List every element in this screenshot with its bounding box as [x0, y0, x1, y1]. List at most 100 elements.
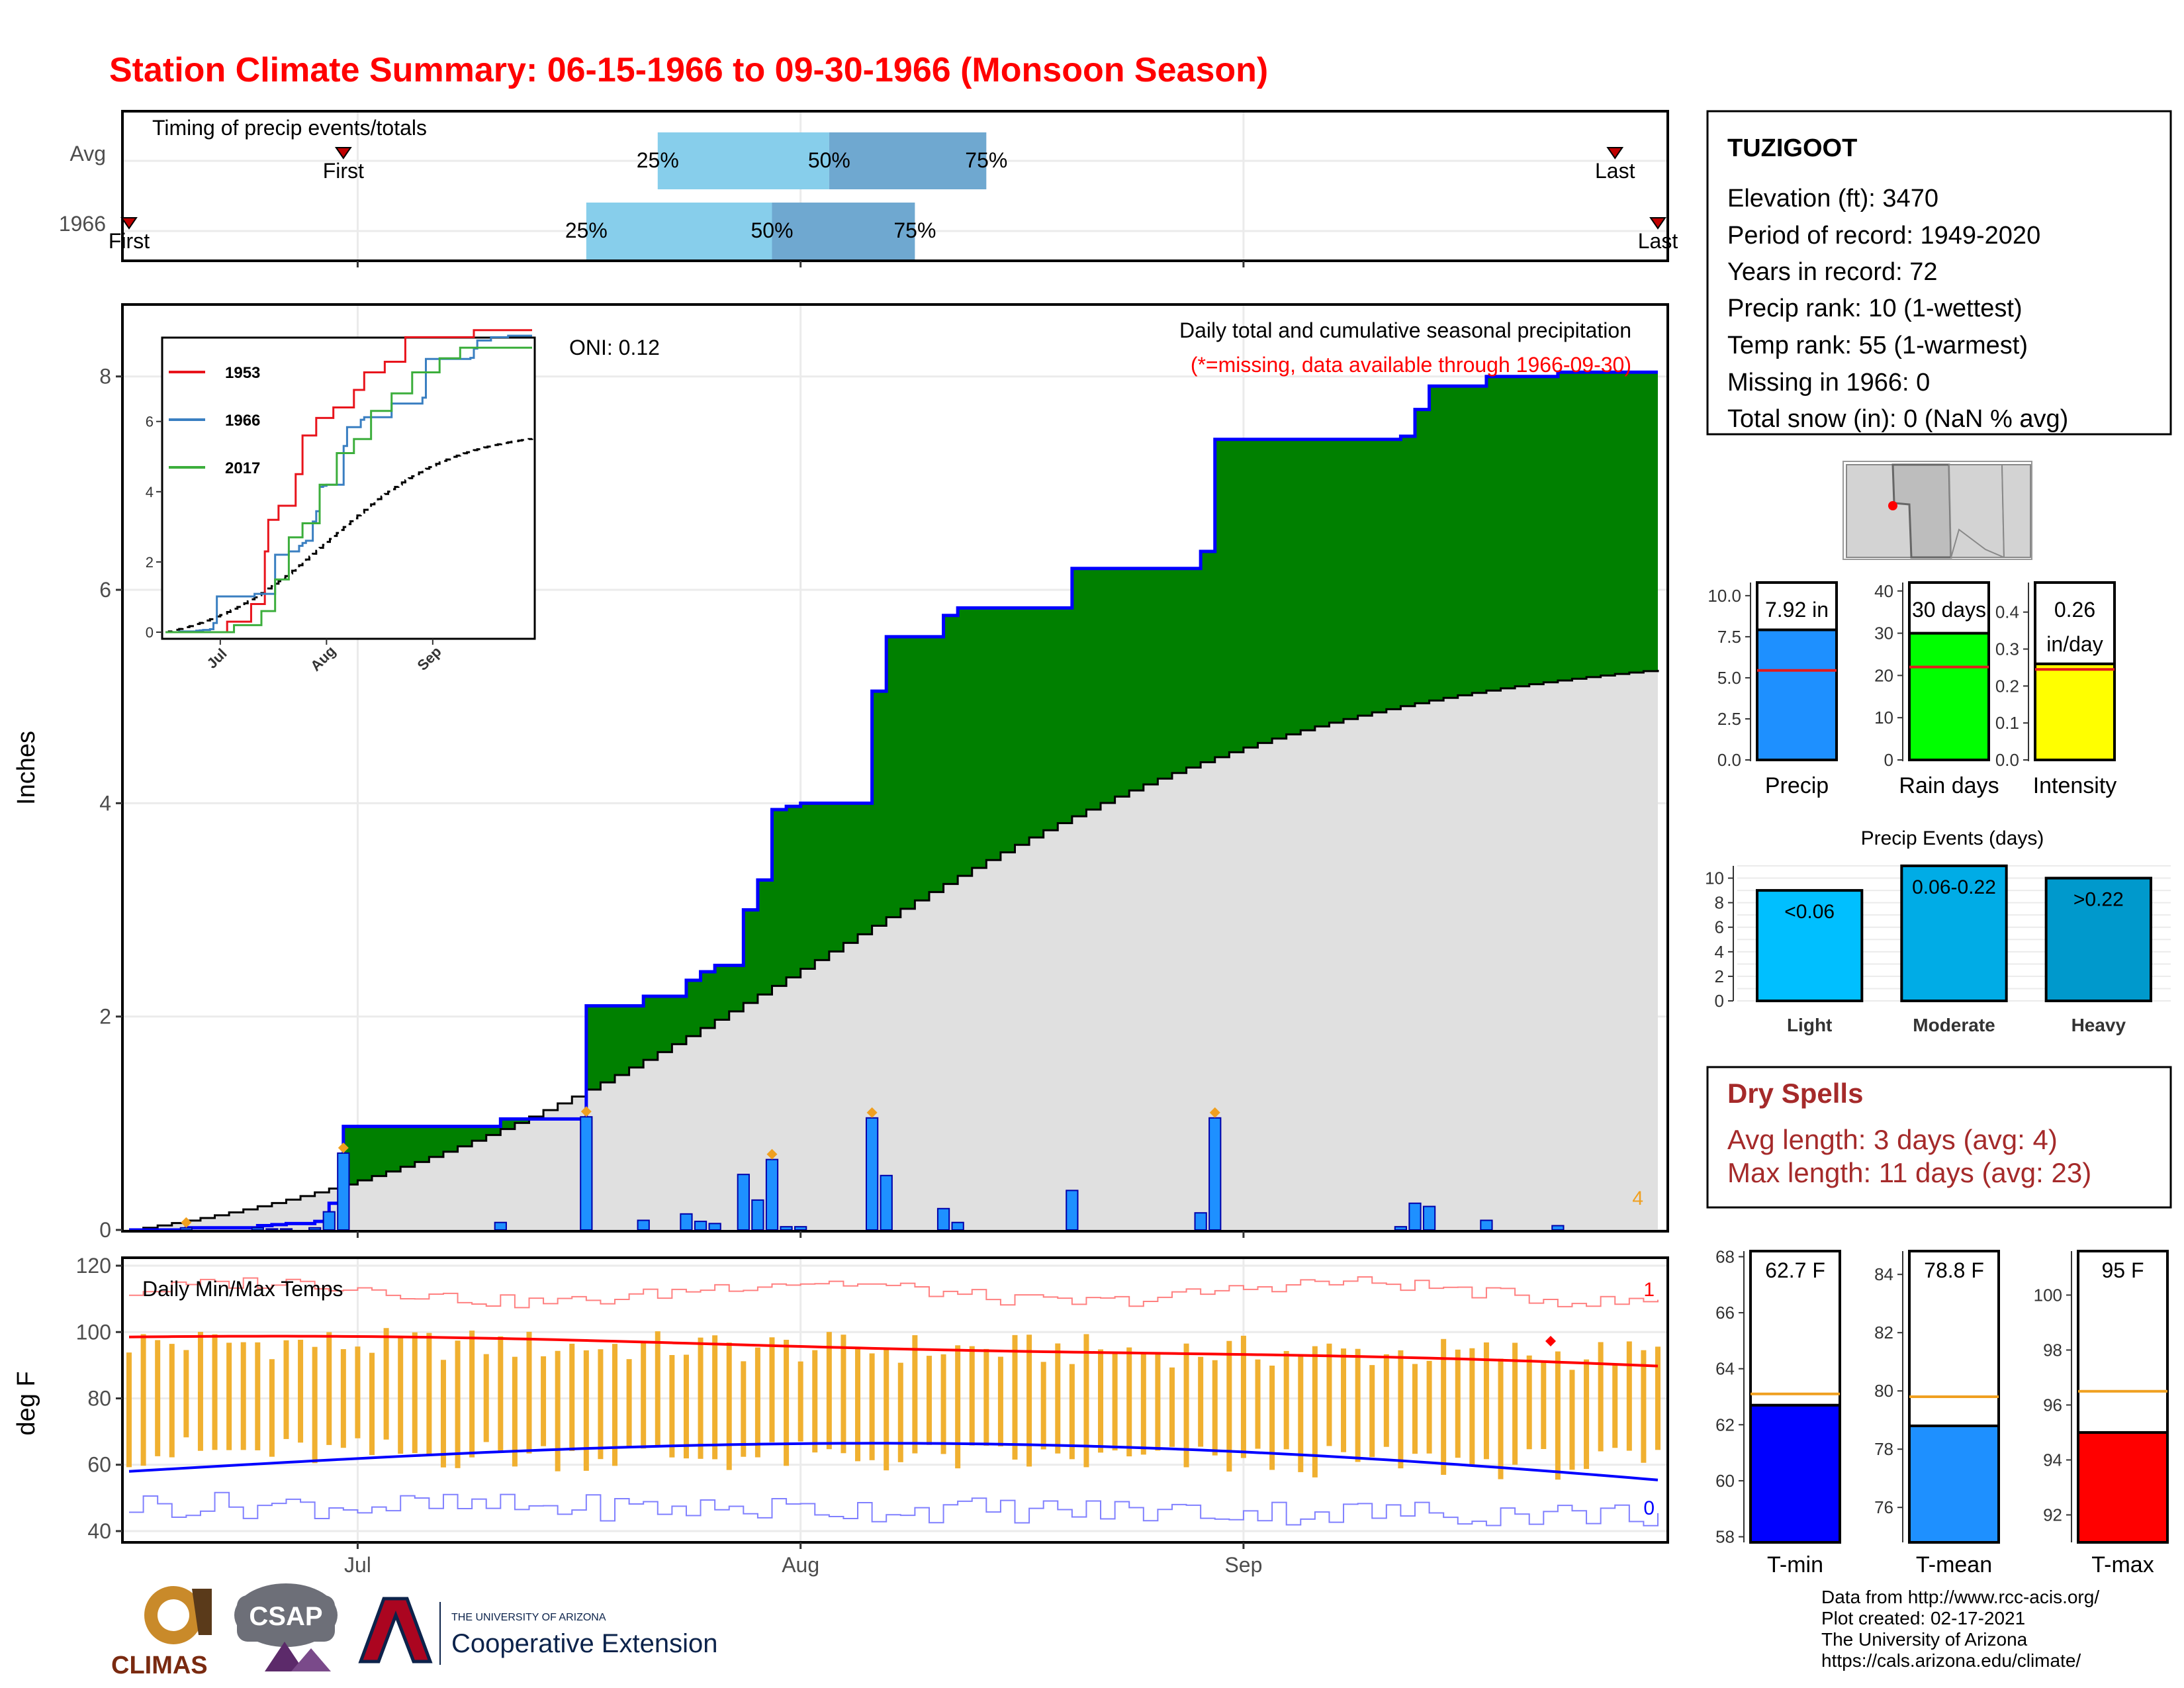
temp-panel-label: Daily Min/Max Temps	[142, 1277, 343, 1301]
daily-temp-bar	[526, 1331, 532, 1454]
daily-temp-bar	[1555, 1351, 1561, 1480]
daily-temp-bar	[483, 1354, 489, 1442]
station-location-marker	[1888, 501, 1897, 510]
daily-temp-bar	[1612, 1365, 1618, 1448]
daily-record-marker	[181, 1217, 192, 1228]
daily-temp-bar	[1455, 1349, 1461, 1458]
daily-temp-bar	[826, 1332, 832, 1450]
daily-precip-bar	[322, 1211, 336, 1231]
seasonal-temp-bars: 58 60 62 64 66 68 62.7 F T-min 76 78 80 82 84 78.8 F T…	[1715, 1246, 2169, 1577]
daily-temp-bar	[226, 1342, 232, 1450]
temp-ytick-label: 100	[76, 1320, 111, 1344]
daily-temp-bar	[283, 1340, 289, 1439]
station-name: TUZIGOOT	[1727, 134, 1857, 162]
temp-count-top: 1	[1643, 1279, 1655, 1301]
daily-precip-bar	[936, 1207, 950, 1231]
daily-temp-bar	[1026, 1335, 1032, 1467]
temp-bar-ytick-label: 100	[2034, 1285, 2062, 1305]
daily-temp-bar	[197, 1332, 203, 1451]
precip-event-label: 0.06-0.22	[1912, 876, 1996, 898]
precip-ytick-label: 0	[99, 1218, 111, 1242]
daily-temp-bar	[1569, 1370, 1575, 1470]
temp-ytick-label: 120	[76, 1254, 111, 1278]
daily-precip-bar	[1208, 1117, 1222, 1231]
daily-temp-bar	[455, 1340, 461, 1468]
daily-temp-bar	[155, 1340, 161, 1456]
daily-temp-bar	[1483, 1342, 1489, 1460]
daily-temp-bar	[1012, 1335, 1018, 1460]
daily-precip-bar	[265, 1228, 279, 1231]
timing-p50-label: 50%	[751, 218, 793, 242]
daily-temp-bar	[1126, 1347, 1132, 1457]
university-of-arizona-logo: THE UNIVERSITY OF ARIZONA Cooperative Ex…	[358, 1597, 717, 1665]
inset-legend-label: 1953	[225, 364, 260, 382]
daily-temp-bar	[1626, 1341, 1632, 1451]
daily-temp-bar	[469, 1331, 475, 1458]
temp-bar-ytick-label: 82	[1874, 1323, 1893, 1342]
daily-temp-bar	[869, 1353, 875, 1460]
daily-temp-bar	[1226, 1340, 1232, 1472]
daily-temp-bar	[1469, 1348, 1475, 1466]
daily-temp-bar	[383, 1328, 389, 1440]
ua-small-text: THE UNIVERSITY OF ARIZONA	[451, 1612, 606, 1623]
footer-line: Data from http://www.rcc-acis.org/	[1821, 1587, 2099, 1607]
daily-temp-bar	[212, 1334, 218, 1450]
daily-temp-bar	[698, 1337, 704, 1459]
temp-bar-ytick-label: 64	[1715, 1359, 1735, 1379]
daily-temp-bar	[126, 1352, 132, 1468]
temp-bar-ytick-label: 68	[1715, 1246, 1735, 1266]
mini-bar-ytick-label: 0.2	[1995, 676, 2019, 696]
daily-temp-bar	[1398, 1350, 1404, 1469]
timing-label: Timing of precip events/totals	[152, 116, 427, 140]
daily-temp-bar	[512, 1356, 518, 1467]
temp-ytick-label: 60	[87, 1453, 111, 1477]
daily-temp-bar	[398, 1337, 404, 1454]
daily-temp-bar	[1412, 1364, 1418, 1454]
station-line: Period of record: 1949-2020	[1727, 222, 2040, 250]
daily-temp-bar	[955, 1345, 961, 1469]
temp-bar-ytick-label: 94	[2043, 1450, 2062, 1470]
daily-temp-bar	[855, 1348, 861, 1462]
daily-temp-bar	[897, 1362, 903, 1462]
temp-bar-frame	[2077, 1250, 2169, 1434]
mini-bar-value-label: in/day	[2046, 632, 2103, 656]
record-min-line	[129, 1491, 1659, 1526]
daily-precip-bar	[694, 1221, 707, 1231]
daily-temp-bar	[1269, 1365, 1275, 1470]
timing-first-marker	[334, 147, 352, 160]
daily-temp-bar	[1112, 1354, 1118, 1451]
daily-temp-bar	[1040, 1362, 1046, 1450]
precip-events-title: Precip Events (days)	[1861, 827, 2044, 849]
temp-ylabel: deg F	[13, 1371, 40, 1435]
average-max-temp-line	[128, 1335, 1659, 1368]
daily-temp-bar	[812, 1350, 818, 1453]
oni-label: ONI: 0.12	[569, 336, 660, 359]
timing-last-marker	[1606, 147, 1624, 160]
mini-bar-ytick-label: 0	[1884, 750, 1893, 770]
temp-ytick-label: 40	[87, 1519, 111, 1543]
mini-bar-ytick-label: 0.3	[1995, 639, 2019, 659]
timing-last-label: Last	[1638, 229, 1678, 253]
daily-temp-bar	[626, 1359, 632, 1448]
temp-bar-value-label: 62.7 F	[1765, 1258, 1825, 1282]
temp-bar-ytick-label: 66	[1715, 1303, 1735, 1323]
mini-bar-ytick-label: 2.5	[1717, 709, 1741, 729]
timing-first-marker	[120, 217, 138, 230]
daily-temp-bar	[1655, 1346, 1661, 1450]
precip-event-bar-moderate	[1900, 865, 2008, 1002]
daily-temp-bar	[340, 1349, 346, 1448]
station-line: Temp rank: 55 (1-warmest)	[1727, 332, 2028, 359]
timing-p50-label: 50%	[808, 148, 850, 172]
temp-bar-t-max	[2077, 1430, 2169, 1544]
daily-precip-bar	[308, 1227, 322, 1231]
events-ytick-label: 6	[1715, 917, 1724, 937]
timing-row-avg-label: Avg	[69, 142, 106, 165]
daily-precip-bar	[1480, 1219, 1493, 1231]
temp-bar-value-label: 95 F	[2101, 1258, 2144, 1282]
temp-bar-value-label: 78.8 F	[1924, 1258, 1984, 1282]
daily-temp-bar	[498, 1336, 504, 1452]
daily-temp-bar	[183, 1350, 189, 1438]
mini-bar-precip	[1756, 628, 1838, 762]
daily-temp-bar	[1298, 1356, 1304, 1472]
